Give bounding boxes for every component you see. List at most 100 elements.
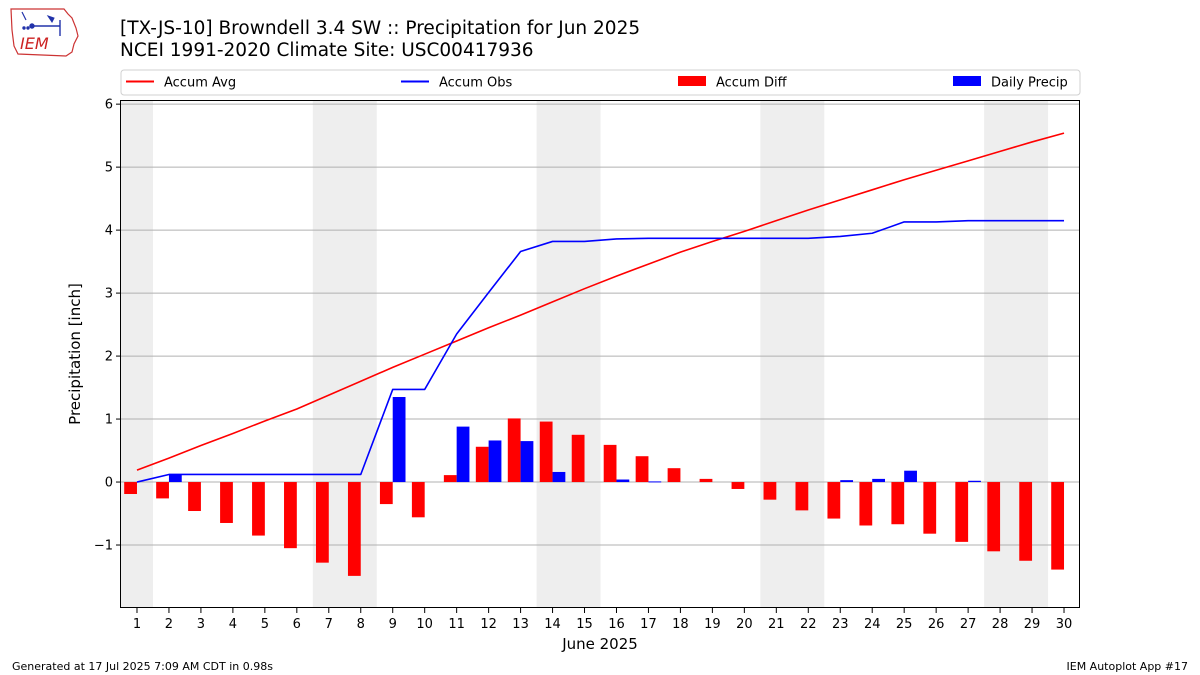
accum-diff-bar xyxy=(156,482,169,499)
iem-logo: IEM xyxy=(10,8,79,57)
x-tick-label: 29 xyxy=(1024,617,1041,632)
weekend-band xyxy=(760,101,825,608)
daily-precip-bar xyxy=(392,397,406,483)
x-tick-label: 30 xyxy=(1056,617,1073,632)
daily-precip-bar xyxy=(168,474,182,483)
accum-diff-bar xyxy=(987,482,1001,552)
weather-station-icon xyxy=(21,11,61,36)
legend-label-accum-avg: Accum Avg xyxy=(164,76,236,91)
legend-swatch-daily-precip xyxy=(953,76,981,86)
daily-precip-bar xyxy=(488,440,502,483)
x-tick-label: 25 xyxy=(896,617,913,632)
legend-label-daily-precip: Daily Precip xyxy=(991,76,1068,91)
plot-frame xyxy=(120,100,1080,608)
accum-diff-bar xyxy=(220,482,233,523)
y-tick-label: 0 xyxy=(105,476,113,491)
x-tick-label: 3 xyxy=(197,617,205,632)
x-tick-label: 19 xyxy=(704,617,721,632)
y-gridlines xyxy=(121,103,1080,546)
x-tick-label: 2 xyxy=(165,617,173,632)
x-tick-label: 28 xyxy=(992,617,1009,632)
accum-diff-bar xyxy=(475,446,489,483)
y-tick-label: −1 xyxy=(94,539,113,554)
x-tick-label: 14 xyxy=(544,617,561,632)
x-tick-label: 23 xyxy=(832,617,849,632)
accum-diff-bar xyxy=(859,482,873,526)
daily-precip-bar xyxy=(872,478,886,483)
x-tick-label: 4 xyxy=(229,617,237,632)
x-tick-label: 22 xyxy=(800,617,817,632)
accum-diff-bar xyxy=(347,482,361,576)
daily-precip-bar xyxy=(520,441,534,483)
legend-swatch-accum-diff xyxy=(678,76,706,86)
x-tick-label: 20 xyxy=(736,617,753,632)
accum-diff-bar xyxy=(827,482,841,519)
x-axis-ticks: 1 2 3 4 5 6 7 8 9 10 11 12 13 14 15 16 17 18 19 20 21 22 23 24 2… xyxy=(133,608,1072,632)
accum-diff-bar xyxy=(571,434,585,483)
daily-precip-bar xyxy=(840,480,854,483)
daily-precip-bar xyxy=(904,470,917,483)
x-tick-label: 9 xyxy=(389,617,397,632)
accum-diff-bar xyxy=(1019,482,1033,561)
y-axis-label: Precipitation [inch] xyxy=(66,283,84,425)
x-tick-label: 6 xyxy=(293,617,301,632)
legend-label-accum-obs: Accum Obs xyxy=(439,76,512,91)
x-tick-label: 21 xyxy=(768,617,785,632)
accum-obs-line xyxy=(136,219,1065,483)
daily-precip-bar xyxy=(648,481,662,483)
accum-diff-bar xyxy=(1051,482,1065,570)
accum-diff-bar xyxy=(763,482,777,500)
y-tick-label: 4 xyxy=(105,224,113,239)
accum-diff-bar xyxy=(635,456,649,483)
x-tick-label: 16 xyxy=(608,617,625,632)
x-tick-label: 15 xyxy=(576,617,593,632)
daily-precip-bar xyxy=(616,479,630,483)
accum-diff-bar xyxy=(891,482,905,525)
daily-precip-bar xyxy=(552,471,566,483)
x-tick-label: 1 xyxy=(133,617,141,632)
generated-timestamp: Generated at 17 Jul 2025 7:09 AM CDT in … xyxy=(12,660,273,673)
x-axis-label: June 2025 xyxy=(561,635,638,653)
x-tick-label: 24 xyxy=(864,617,881,632)
legend: Accum Avg Accum Obs Accum Diff Daily Precip xyxy=(120,69,1081,96)
y-tick-label: 2 xyxy=(105,350,113,365)
accum-diff-bar xyxy=(731,482,745,489)
accum-diff-bar xyxy=(667,468,681,483)
weekend-band xyxy=(121,101,153,608)
x-tick-label: 11 xyxy=(448,617,465,632)
accum-diff-bar xyxy=(603,444,617,483)
accum-diff-bar xyxy=(443,475,457,483)
weekend-bands xyxy=(121,101,1049,608)
accum-diff-bar xyxy=(699,478,713,483)
x-tick-label: 8 xyxy=(357,617,365,632)
x-tick-label: 26 xyxy=(928,617,945,632)
legend-label-accum-diff: Accum Diff xyxy=(716,76,788,91)
accum-diff-bar xyxy=(284,482,297,549)
accum-diff-bar xyxy=(124,482,137,495)
chart-subtitle: NCEI 1991-2020 Climate Site: USC00417936 xyxy=(120,40,534,61)
bars xyxy=(124,397,1065,576)
legend-box xyxy=(120,69,1081,96)
daily-precip-bar xyxy=(456,426,470,483)
logo-text: IEM xyxy=(20,34,49,53)
y-tick-label: 6 xyxy=(105,98,113,113)
x-tick-label: 5 xyxy=(261,617,269,632)
accum-diff-bar xyxy=(315,482,329,563)
app-label: IEM Autoplot App #17 xyxy=(1066,660,1189,673)
x-tick-label: 17 xyxy=(640,617,657,632)
y-axis-ticks: −1 0 1 2 3 4 5 6 xyxy=(94,98,121,554)
x-tick-label: 7 xyxy=(325,617,333,632)
accum-diff-bar xyxy=(507,418,521,483)
y-tick-label: 3 xyxy=(105,287,113,302)
x-tick-label: 18 xyxy=(672,617,689,632)
accum-diff-bar xyxy=(795,482,809,511)
y-tick-label: 5 xyxy=(105,161,113,176)
x-tick-label: 12 xyxy=(480,617,497,632)
x-tick-label: 10 xyxy=(416,617,433,632)
accum-diff-bar xyxy=(539,421,553,483)
accum-diff-bar xyxy=(188,482,201,512)
iowa-state-outline xyxy=(10,8,79,57)
y-tick-label: 1 xyxy=(105,413,113,428)
daily-precip-bar xyxy=(968,480,981,483)
